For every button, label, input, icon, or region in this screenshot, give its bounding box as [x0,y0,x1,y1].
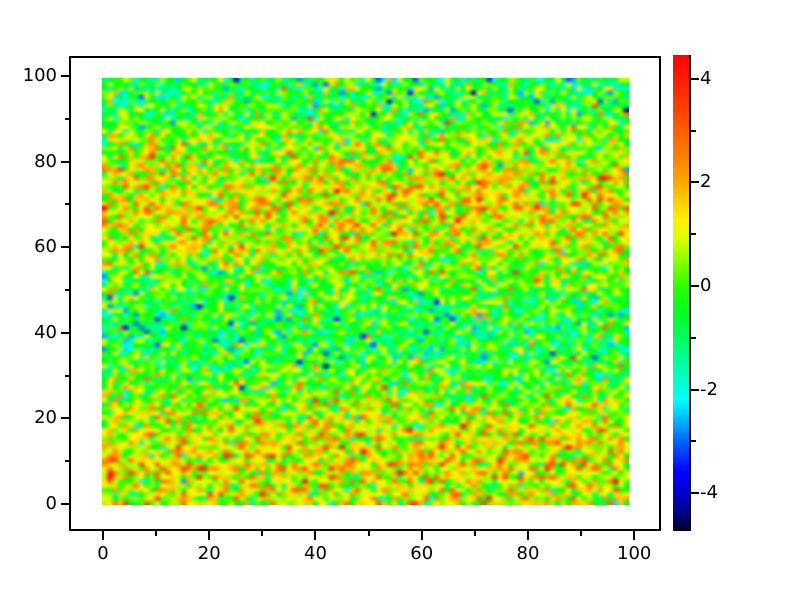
x-axis-tick-label: 100 [617,543,652,564]
colorbar-tick-label: 0 [700,275,712,296]
colorbar-major-tick [691,492,699,495]
y-axis-tick-label: 100 [22,65,57,86]
colorbar-major-tick [691,181,699,184]
y-axis-major-tick [61,160,70,163]
colorbar-tick-label: -4 [700,482,718,504]
x-axis-tick-label: 80 [516,543,540,564]
y-axis-tick-label: 40 [34,321,57,343]
colorbar-tick-label: -2 [700,378,718,400]
y-axis-major-tick [61,75,70,77]
x-axis-major-tick [314,531,317,540]
x-axis-tick-label: 40 [304,543,327,564]
y-axis-tick-label: 0 [45,493,57,514]
y-axis-minor-tick [65,374,70,377]
colorbar-major-tick [691,77,699,80]
colorbar-tick-label: 4 [700,67,712,89]
y-axis-tick-label: 80 [34,150,57,172]
x-axis-minor-tick [580,531,583,536]
colorbar-minor-tick [691,233,696,236]
y-axis-minor-tick [65,117,70,120]
x-axis-minor-tick [155,531,158,536]
y-axis-tick-label: 20 [34,407,57,429]
x-axis-major-tick [208,531,211,540]
colorbar-tick-label: 2 [700,171,712,193]
x-axis-major-tick [102,531,104,540]
colorbar-major-tick [691,285,699,287]
y-axis-major-tick [61,417,70,420]
x-axis-minor-tick [367,531,370,536]
x-axis-major-tick [526,531,529,540]
colorbar-axis-line [689,55,691,531]
y-axis-major-tick [61,246,70,249]
x-axis-major-tick [633,531,636,540]
colorbar-minor-tick [691,336,696,339]
y-axis-minor-tick [65,289,70,291]
colorbar-gradient [673,55,689,531]
colorbar-major-tick [691,388,699,391]
y-axis-minor-tick [65,460,70,463]
x-axis-tick-label: 60 [410,543,434,564]
heatmap-canvas [102,78,629,505]
x-axis-major-tick [420,531,423,540]
x-axis-tick-label: 0 [97,543,109,564]
y-axis-tick-label: 60 [34,236,57,258]
y-axis-major-tick [61,331,70,334]
x-axis-tick-label: 20 [197,543,221,564]
x-axis-minor-tick [261,531,264,536]
x-axis-minor-tick [473,531,476,536]
colorbar-minor-tick [691,440,696,443]
y-axis-major-tick [61,503,70,505]
colorbar-minor-tick [691,129,696,132]
y-axis-minor-tick [65,203,70,206]
